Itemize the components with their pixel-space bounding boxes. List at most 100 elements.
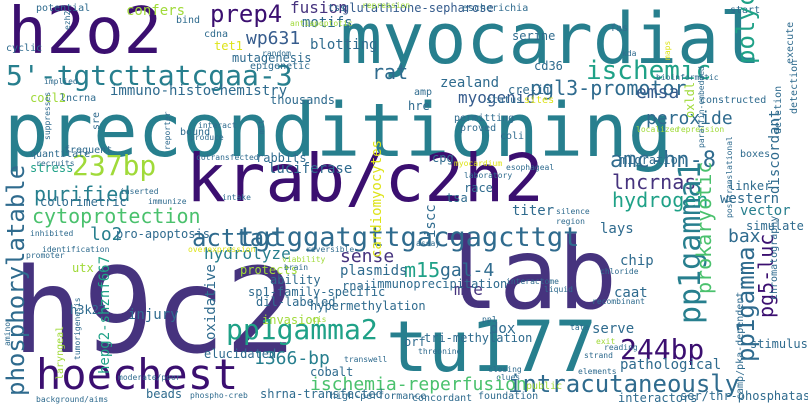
word-simulate: simulate xyxy=(746,219,804,233)
word-proved: proved xyxy=(460,123,497,134)
word-shrna-transfected: shrna-transfected xyxy=(260,387,383,401)
word-immunize: immunize xyxy=(148,197,187,206)
word-cpg: cpg xyxy=(432,151,454,165)
word-cotransfected: cotransfected xyxy=(196,153,259,162)
word-lncrna: lncrna xyxy=(60,93,97,104)
word-lncrnas: lncrnas xyxy=(612,170,697,194)
word-luciferase: luciferase xyxy=(268,161,353,177)
word-cis: cis xyxy=(312,315,327,324)
word-preconditioning: preconditioning xyxy=(4,88,673,174)
word-polyclonal: polyclonal xyxy=(732,0,760,64)
word-serve: serve xyxy=(592,321,635,337)
word-background-aims: background/aims xyxy=(36,395,109,404)
word-prokaryotic: prokaryotic xyxy=(692,161,716,294)
word-tri-methylation: tri-methylation xyxy=(424,331,533,345)
word-promoter: promoter xyxy=(26,251,65,260)
word-lab: lab xyxy=(440,218,618,332)
word-recombinant: recombinant xyxy=(592,297,645,306)
word-cre-ii: cre-ii xyxy=(508,83,552,97)
word-tumorigenesis: tumorigenesis xyxy=(73,297,82,360)
word-pgl3-promotor: pgl3-promotor xyxy=(530,76,687,100)
word-suppresses: suppresses xyxy=(43,91,52,140)
word-interactome: interactome xyxy=(506,277,559,286)
word-serine: serine xyxy=(512,29,556,43)
word-phosphorylatable: phosphorylatable xyxy=(2,164,30,396)
word-ischemic: ischemic xyxy=(586,56,712,86)
word-sense: sense xyxy=(340,246,395,267)
word-rnai: rnai xyxy=(342,279,371,293)
word-transwell: transwell xyxy=(344,355,388,364)
word-lo2: lo2 xyxy=(90,224,123,245)
word-start: start xyxy=(730,5,761,16)
word-motifs: motifs xyxy=(302,15,353,31)
word-chromatography: chromatography xyxy=(769,215,780,300)
word-acttac: acttac xyxy=(192,224,279,252)
word-moderate-poor: moderate/poor xyxy=(118,373,181,382)
word-escherichia: escherichia xyxy=(462,3,529,14)
word-iscc: iscc xyxy=(423,204,439,238)
word-chip: chip xyxy=(620,253,654,269)
word-titer: titer xyxy=(512,203,555,219)
word-5-tgtcttatcgaa-3: 5'-tgtcttatcgaa-3 xyxy=(6,59,293,92)
word-race: race xyxy=(464,181,493,195)
word-reversible: reversible xyxy=(306,245,355,254)
word-emsa: emsa xyxy=(636,82,680,103)
word-mre: mre xyxy=(454,280,483,299)
word-posttranslational: posttranslational xyxy=(725,136,734,218)
word-potential: potential xyxy=(36,3,91,14)
word-permitting: permitting xyxy=(454,113,515,124)
word-fusion: fusion xyxy=(290,0,348,17)
word-rabbits: rabbits xyxy=(256,151,307,165)
word-amp: amp xyxy=(414,87,433,98)
word-assay: assay xyxy=(416,239,441,248)
word-interactors: interactors xyxy=(618,391,698,404)
word-repression: repression xyxy=(362,1,411,10)
word-esophageal: esophageal xyxy=(506,163,555,172)
word-dox: dox xyxy=(490,321,516,337)
word-concordant: concordant xyxy=(412,393,473,404)
word-ischemia-reperfusion: ischemia-reperfusion xyxy=(310,374,527,395)
word-h3k27: h3k27 xyxy=(70,303,107,317)
word-hydrolyze: hydrolyze xyxy=(204,244,291,263)
word-clues: clues xyxy=(496,373,521,382)
word-cytoprotection: cytoprotection xyxy=(32,204,201,228)
word-random: random xyxy=(262,49,291,58)
word-oxidative: oxidative xyxy=(203,264,219,340)
word-hypermethylation: hypermethylation xyxy=(310,299,426,313)
word-cdna: cdna xyxy=(204,29,229,40)
word-wp631: wp631 xyxy=(246,28,301,49)
word-amc-hn-8: amc-hn-8 xyxy=(610,148,716,173)
word-immuno-histochemistry: immuno-histochemistry xyxy=(110,83,288,99)
word-hre: hre xyxy=(408,99,430,113)
word-stress: stress xyxy=(30,161,74,175)
word-myogenic: myogenic xyxy=(458,88,536,107)
word-bax: bax xyxy=(728,226,761,247)
word-phospho-creb: phospho-creb xyxy=(190,391,248,400)
word-epigenetic: epigenetic xyxy=(250,61,311,72)
word-elucidated: elucidated xyxy=(204,347,277,361)
word-zealand: zealand xyxy=(440,75,500,91)
word-reading: reading xyxy=(604,343,638,352)
word-migration: migration xyxy=(620,153,686,167)
word-protects: protects xyxy=(240,263,298,277)
word-hydrogen: hydrogen xyxy=(612,188,709,212)
word-dil-labeled: dil-labeled xyxy=(256,295,336,309)
word-reporter: reporter xyxy=(163,111,172,150)
word-h9c2: h9c2 xyxy=(12,242,297,380)
word-immunoprecipitation: immunoprecipitation xyxy=(370,277,508,291)
word-rat: rat xyxy=(372,60,409,84)
word-ser-thr-phosphatase: ser/thr-phosphatase xyxy=(680,389,808,403)
word-stimulus: stimulus xyxy=(750,337,808,351)
word-paraffin-embedded: paraffin-embedded xyxy=(697,66,706,148)
word-interact: interact xyxy=(198,121,237,130)
word-bound: bound xyxy=(180,127,211,138)
word-mutagenesis: mutagenesis xyxy=(232,51,312,65)
word-cd36: cd36 xyxy=(534,59,563,73)
word-tet1: tet1 xyxy=(214,39,243,53)
word-sre: sre xyxy=(91,111,102,130)
word-cyclic: cyclic xyxy=(6,43,43,54)
word-localized: localized xyxy=(636,125,680,134)
word-tgtggatgttgacgagcttgt: tgtggatgttgacgagcttgt xyxy=(238,222,580,253)
word-antiapoptotic: antiapoptotic xyxy=(290,19,353,28)
